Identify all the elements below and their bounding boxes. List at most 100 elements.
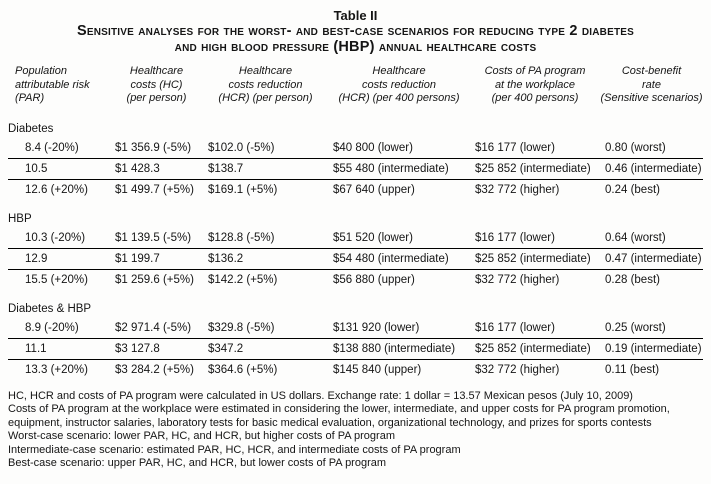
table-cell: $32 772 (higher)	[470, 358, 600, 380]
table-row: 15.5 (+20%) $1 259.6 (+5%) $142.2 (+5%) $56…	[8, 268, 703, 290]
table-cell: 12.9	[8, 247, 110, 269]
table-cell: $40 800 (lower)	[333, 141, 413, 154]
table-body: Diabetes 8.4 (-20%) $1 356.9 (-5%) $102.0 (…	[8, 110, 703, 380]
column-header: Healthcare costs (HC) (per person)	[110, 63, 203, 110]
column-header-line: costs (HC)	[130, 78, 183, 91]
table-cell: $55 480 (intermediate)	[328, 157, 470, 179]
table-cell: 10.5	[8, 157, 110, 179]
table-row: 13.3 (+20%) $3 284.2 (+5%) $364.6 (+5%) $14…	[8, 358, 703, 380]
table-row: 12.9 $1 199.7 $136.2 $54 480 (intermediate)…	[8, 247, 703, 269]
table-cell: $169.1 (+5%)	[203, 178, 328, 200]
table-cell: $56 880 (upper)	[328, 268, 470, 290]
table-cell: $128.8 (-5%)	[208, 231, 275, 244]
column-header-line: rate	[642, 78, 661, 91]
table-cell: 0.80 (worst)	[605, 141, 666, 154]
table-cell: $25 852 (intermediate)	[470, 157, 600, 179]
table-row: 10.5 $1 428.3 $138.7 $55 480 (intermediate)…	[8, 157, 703, 179]
table-caption-line-2: and high blood pressure (HBP) annual hea…	[174, 39, 537, 55]
table-cell: $51 520 (lower)	[333, 231, 413, 244]
table-cell: 0.47 (intermediate)	[600, 247, 703, 269]
column-header-line: (HCR) (per person)	[218, 92, 313, 104]
column-header-row: Population attributable risk (PAR) Healthca…	[8, 63, 703, 110]
column-header-line: (Sensitive scenarios)	[600, 92, 703, 104]
table-cell: $3 284.2 (+5%)	[110, 358, 203, 380]
section-label: HBP	[8, 212, 32, 225]
column-header: Costs of PA program at the workplace (per …	[470, 63, 600, 110]
footnote-line: Best-case scenario: upper PAR, HC, and H…	[8, 457, 387, 469]
column-header: Healthcare costs reduction (HCR) (per pers…	[203, 63, 328, 110]
table-cell: 8.9 (-20%)	[25, 321, 79, 334]
column-header-line: Population	[15, 65, 67, 77]
table-cell: 0.25 (worst)	[605, 321, 666, 334]
table-row: 8.4 (-20%) $1 356.9 (-5%) $102.0 (-5%) $40 …	[8, 138, 703, 159]
table-cell: 0.28 (best)	[600, 268, 703, 290]
table-cell: $138 880 (intermediate)	[328, 337, 470, 359]
column-header-line: (PAR)	[15, 92, 45, 104]
table-cell: $142.2 (+5%)	[203, 268, 328, 290]
table-cell: $131 920 (lower)	[333, 321, 420, 334]
table-cell: $329.8 (-5%)	[208, 321, 275, 334]
column-header-line: (per person)	[126, 92, 187, 104]
section-label-row: Diabetes & HBP	[8, 290, 703, 318]
table-cell: $145 840 (upper)	[328, 358, 470, 380]
column-header-line: (HCR) (per 400 persons)	[338, 92, 460, 104]
sensitivity-analysis-table: Population attributable risk (PAR) Healthca…	[8, 63, 703, 380]
table-cell: 12.6 (+20%)	[8, 178, 110, 200]
column-header-line: at the workplace	[494, 78, 576, 91]
table-cell: $67 640 (upper)	[328, 178, 470, 200]
section-label: Diabetes & HBP	[8, 302, 92, 315]
table-cell: $25 852 (intermediate)	[470, 247, 600, 269]
column-header: Healthcare costs reduction (HCR) (per 400 …	[328, 63, 470, 110]
table-row: 8.9 (-20%) $2 971.4 (-5%) $329.8 (-5%) $131…	[8, 318, 703, 339]
table-cell: $16 177 (lower)	[475, 141, 555, 154]
table-cell: $16 177 (lower)	[475, 321, 555, 334]
table-cell: $2 971.4 (-5%)	[115, 321, 192, 334]
table-cell: 0.46 (intermediate)	[600, 157, 703, 179]
table-cell: $364.6 (+5%)	[203, 358, 328, 380]
table-cell: 13.3 (+20%)	[8, 358, 110, 380]
section-label-row: HBP	[8, 200, 703, 228]
table-cell: $54 480 (intermediate)	[328, 247, 470, 269]
table-cell: 0.11 (best)	[600, 358, 703, 380]
column-header-line: Healthcare	[129, 65, 184, 77]
table-cell: $1 139.5 (-5%)	[115, 231, 192, 244]
footnote-line: Worst-case scenario: lower PAR, HC, and …	[8, 430, 395, 442]
table-cell: $1 499.7 (+5%)	[110, 178, 203, 200]
footnote-line: Intermediate-case scenario: estimated PA…	[8, 443, 461, 456]
section-label-row: Diabetes	[8, 110, 703, 138]
column-header-line: costs reduction	[228, 78, 303, 91]
column-header-line: Healthcare	[372, 65, 426, 77]
footnote-line: Costs of PA program at the workplace wer…	[8, 403, 670, 429]
table-cell: 8.4 (-20%)	[25, 141, 79, 154]
table-cell: 0.64 (worst)	[605, 231, 666, 244]
table-cell: $16 177 (lower)	[475, 231, 555, 244]
column-header-line: Healthcare	[238, 65, 293, 77]
table-cell: 11.1	[8, 337, 110, 359]
table-cell: $3 127.8	[110, 337, 203, 359]
table-caption-line-1: Sensitive analyses for the worst- and be…	[76, 23, 635, 39]
footnotes: HC, HCR and costs of PA program were cal…	[8, 390, 703, 471]
column-header: Population attributable risk (PAR)	[8, 63, 110, 110]
table-cell: 0.24 (best)	[600, 178, 703, 200]
table-cell: $1 428.3	[110, 157, 203, 179]
table-cell: $1 356.9 (-5%)	[115, 141, 192, 154]
table-cell: 0.19 (intermediate)	[600, 337, 703, 359]
table-cell: $138.7	[203, 157, 328, 179]
table-number-title: Table II	[333, 8, 378, 23]
table-cell: $102.0 (-5%)	[208, 141, 275, 154]
footnote-line: HC, HCR and costs of PA program were cal…	[8, 389, 633, 402]
column-header-line: attributable risk	[15, 78, 90, 91]
table-cell: $1 259.6 (+5%)	[110, 268, 203, 290]
table-cell: $347.2	[203, 337, 328, 359]
table-cell: $32 772 (higher)	[470, 268, 600, 290]
table-cell: $32 772 (higher)	[470, 178, 600, 200]
section-label: Diabetes	[8, 122, 54, 135]
table-row: 11.1 $3 127.8 $347.2 $138 880 (intermediate…	[8, 337, 703, 359]
table-cell: $1 199.7	[110, 247, 203, 269]
table-cell: 15.5 (+20%)	[8, 268, 110, 290]
table-row: 12.6 (+20%) $1 499.7 (+5%) $169.1 (+5%) $67…	[8, 178, 703, 200]
column-header-line: Cost-benefit	[621, 65, 682, 77]
column-header-line: (per 400 persons)	[491, 92, 579, 104]
column-header: Cost-benefit rate (Sensitive scenarios)	[600, 63, 703, 110]
